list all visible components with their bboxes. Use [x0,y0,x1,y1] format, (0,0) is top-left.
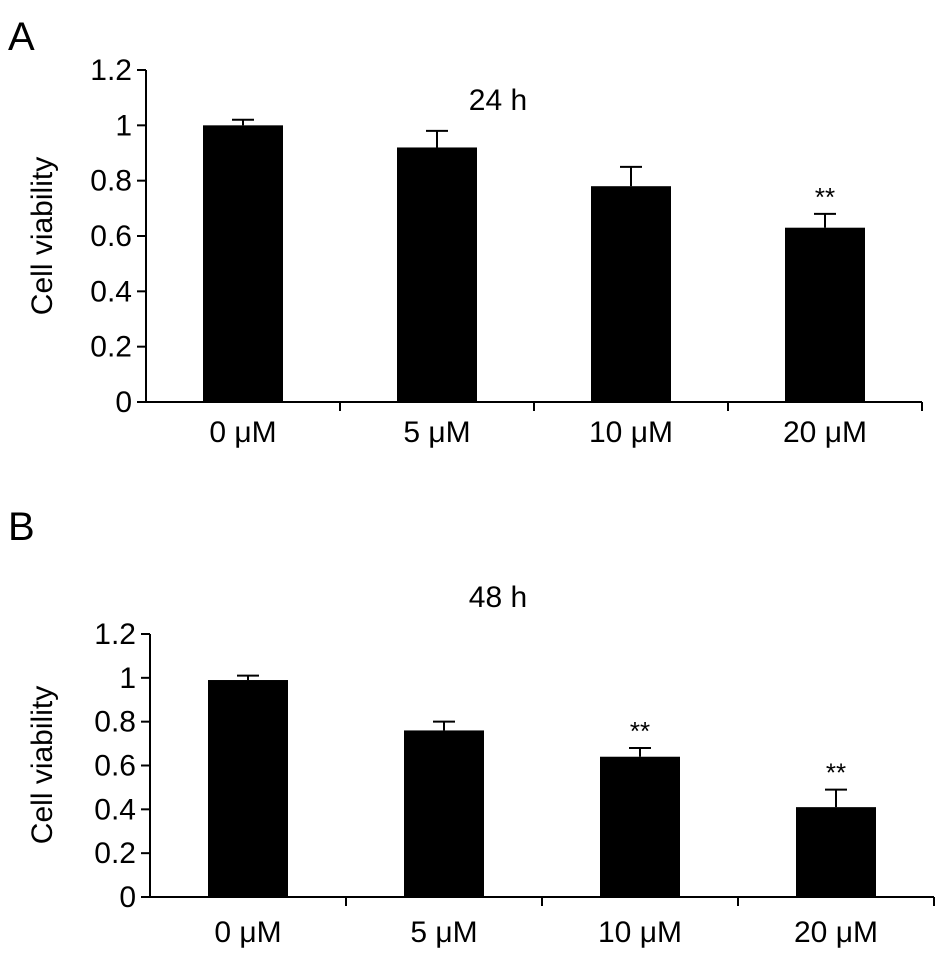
panel-letter-a: A [8,15,35,59]
x-tick-label-2: 10 μM [598,916,682,949]
y-tick-label: 1 [115,109,132,142]
y-axis-label-b: Cell viability [26,686,59,844]
y-tick-label: 0.8 [90,165,132,198]
y-tick-label: 0.2 [90,331,132,364]
bar-0 [208,680,288,897]
y-tick-label: 0.6 [90,220,132,253]
y-axis-label-a: Cell viability [26,157,59,315]
panel-a: A 24 h Cell viability 00.20.40.60.811.20… [8,15,923,449]
y-tick-label: 0 [119,881,136,914]
x-tick-label-3: 20 μM [783,416,867,449]
bar-0 [203,125,283,402]
significance-label-3: ** [815,182,835,212]
y-tick-label: 0.2 [94,837,136,870]
panel-b: B 48 h Cell viability 00.20.40.60.811.20… [8,505,935,949]
significance-label-2: ** [630,716,650,746]
x-tick-label-1: 5 μM [410,916,477,949]
panel-letter-b: B [8,505,35,549]
significance-label-3: ** [826,758,846,788]
y-tick-label: 0.4 [90,275,132,308]
bars-b: ** ** [208,674,876,897]
bar-2 [591,186,671,402]
axes-a: 0 0.2 0.4 0.6 0.8 1 1.2 0 μM 5 μM 10 μM 20 μM [90,54,923,449]
y-tick-label: 1.2 [94,618,136,651]
y-tick-label: 0.8 [94,706,136,739]
y-tick-label: 0.6 [94,750,136,783]
bar-2 [600,756,680,897]
axes-b: 0 0.2 0.4 0.6 0.8 1 1.2 0 μM 5 μM 10 μM 20 μM [94,618,935,949]
x-tick-label-3: 20 μM [794,916,878,949]
chart-title-b: 48 h [469,581,527,614]
x-tick-label-1: 5 μM [403,416,470,449]
y-tick-label: 0 [115,386,132,419]
y-tick-label: 0.4 [94,793,136,826]
bar-3 [785,227,865,402]
y-tick-label: 1 [119,662,136,695]
chart-title-a: 24 h [469,84,527,117]
bar-1 [404,730,484,897]
bar-3 [796,807,876,897]
x-tick-label-0: 0 μM [209,416,276,449]
x-tick-label-0: 0 μM [214,916,281,949]
bars-a: ** [203,118,865,402]
x-tick-label-2: 10 μM [589,416,673,449]
bar-1 [397,147,477,402]
y-tick-label: 1.2 [90,54,132,87]
